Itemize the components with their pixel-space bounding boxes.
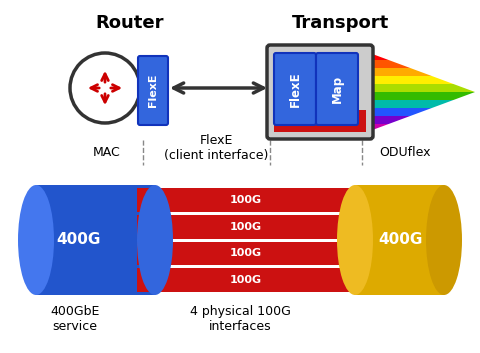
Polygon shape	[367, 68, 432, 76]
Bar	[137, 215, 355, 239]
Polygon shape	[367, 52, 389, 60]
Text: FlexE: FlexE	[148, 74, 158, 107]
Bar	[355, 185, 444, 295]
Bar	[137, 268, 355, 292]
Text: Map: Map	[331, 75, 344, 103]
Text: ODUflex: ODUflex	[379, 145, 431, 158]
Polygon shape	[367, 84, 475, 92]
Text: 4 physical 100G
interfaces: 4 physical 100G interfaces	[190, 305, 290, 333]
Ellipse shape	[137, 185, 173, 295]
Text: FlexE: FlexE	[288, 71, 301, 107]
Text: 100G: 100G	[230, 222, 262, 232]
Polygon shape	[367, 92, 475, 100]
Polygon shape	[367, 76, 454, 84]
Bar	[36, 185, 155, 295]
Polygon shape	[367, 124, 389, 132]
Text: 400GbE
service: 400GbE service	[50, 305, 100, 333]
Text: FlexE
(client interface): FlexE (client interface)	[164, 133, 268, 162]
Polygon shape	[367, 108, 432, 116]
Text: Transport: Transport	[291, 14, 389, 32]
Text: MAC: MAC	[93, 145, 121, 158]
Bar	[137, 188, 355, 212]
Polygon shape	[367, 60, 410, 68]
FancyBboxPatch shape	[274, 53, 316, 125]
Ellipse shape	[426, 185, 462, 295]
Bar	[137, 241, 355, 265]
FancyBboxPatch shape	[316, 53, 358, 125]
Ellipse shape	[337, 185, 373, 295]
FancyBboxPatch shape	[267, 45, 373, 139]
Polygon shape	[367, 100, 454, 108]
Bar	[274, 110, 366, 132]
Text: 100G: 100G	[230, 195, 262, 205]
Text: 400G: 400G	[56, 233, 101, 247]
Text: Router: Router	[96, 14, 164, 32]
FancyBboxPatch shape	[138, 56, 168, 125]
Polygon shape	[367, 116, 410, 124]
Text: 100G: 100G	[230, 275, 262, 285]
Ellipse shape	[18, 185, 54, 295]
Text: 400G: 400G	[378, 233, 423, 247]
Text: 100G: 100G	[230, 249, 262, 258]
